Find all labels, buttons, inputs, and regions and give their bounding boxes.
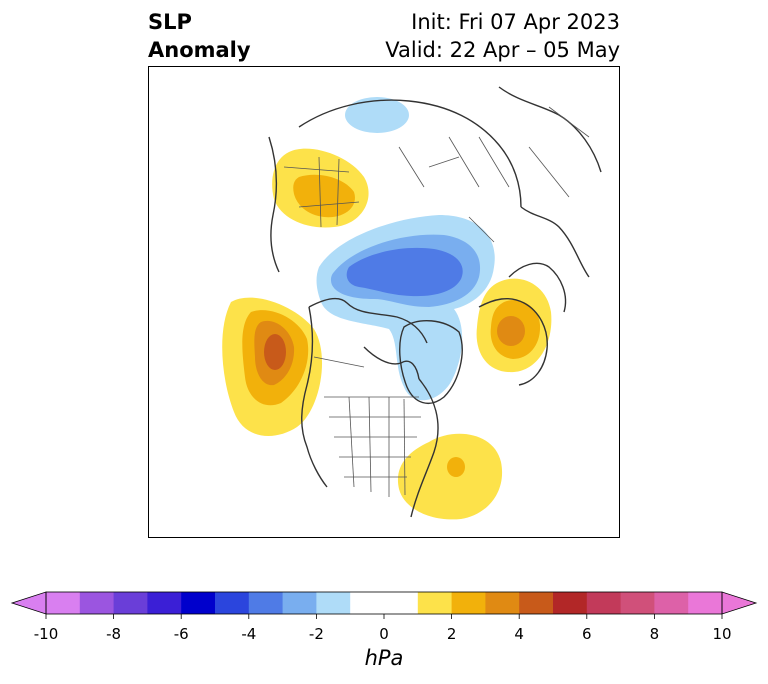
map-title-line1: SLP	[148, 10, 192, 34]
colorbar-unit-label: hPa	[364, 646, 404, 670]
valid-range-label: Valid: 22 Apr – 05 May	[385, 38, 620, 62]
map-title-line2: Anomaly	[148, 38, 251, 62]
anomaly-shading	[222, 97, 552, 520]
colorbar-tick-label: -6	[173, 625, 189, 643]
colorbar-segment	[181, 592, 216, 614]
colorbar-segment	[248, 592, 284, 614]
positive-anomaly-atlantic-max	[447, 457, 465, 477]
coastlines	[268, 86, 602, 518]
colorbar-tick-label: -8	[106, 625, 122, 643]
forecast-dates: Init: Fri 07 Apr 2023 Valid: 22 Apr – 05…	[385, 8, 620, 64]
colorbar-segment	[147, 592, 182, 614]
colorbar-segment	[485, 592, 520, 614]
political-borders	[283, 106, 590, 497]
colorbar-tick-label: -10	[33, 625, 59, 643]
positive-anomaly-europe-max	[497, 316, 525, 346]
colorbar-left-extension	[10, 591, 47, 615]
colorbar-segment	[654, 592, 689, 614]
colorbar-tick-label: 0	[379, 625, 389, 643]
colorbar-segment	[282, 592, 317, 614]
colorbar-segment	[350, 592, 385, 614]
positive-anomaly-pacific-max	[264, 334, 286, 370]
colorbar-segment	[113, 592, 148, 614]
map-canvas	[222, 86, 602, 520]
colorbar-tick-label: 6	[582, 625, 592, 643]
colorbar-segment	[215, 592, 250, 614]
colorbar-segment	[79, 592, 115, 614]
colorbar-segment	[620, 592, 655, 614]
colorbar-segments	[46, 592, 723, 614]
colorbar-segment	[451, 592, 486, 614]
colorbar-segment	[519, 592, 554, 614]
colorbar-segment	[688, 592, 723, 614]
colorbar-tick-label: 8	[649, 625, 660, 643]
colorbar	[10, 591, 758, 619]
colorbar-tick-label: 4	[514, 625, 524, 643]
colorbar-segment	[384, 592, 419, 614]
colorbar-segment	[46, 592, 81, 614]
colorbar-tick-label: 2	[446, 625, 457, 643]
colorbar-segment	[316, 592, 351, 614]
positive-anomaly-atlantic	[397, 433, 503, 520]
negative-anomaly-arctic-inner	[346, 247, 463, 297]
colorbar-segment	[553, 592, 588, 614]
colorbar-segment	[586, 592, 622, 614]
init-date-label: Init: Fri 07 Apr 2023	[411, 10, 620, 34]
colorbar-tick-label: 10	[712, 625, 732, 643]
negative-anomaly-scandinavia-small	[345, 97, 409, 133]
map-panel[interactable]	[148, 66, 620, 538]
colorbar-ticks	[45, 614, 723, 619]
colorbar-right-extension	[721, 591, 758, 615]
map-title: SLP Anomaly	[148, 8, 251, 64]
colorbar-segment	[417, 592, 453, 614]
colorbar-tick-label: -2	[308, 625, 324, 643]
colorbar-tick-label: -4	[241, 625, 257, 643]
